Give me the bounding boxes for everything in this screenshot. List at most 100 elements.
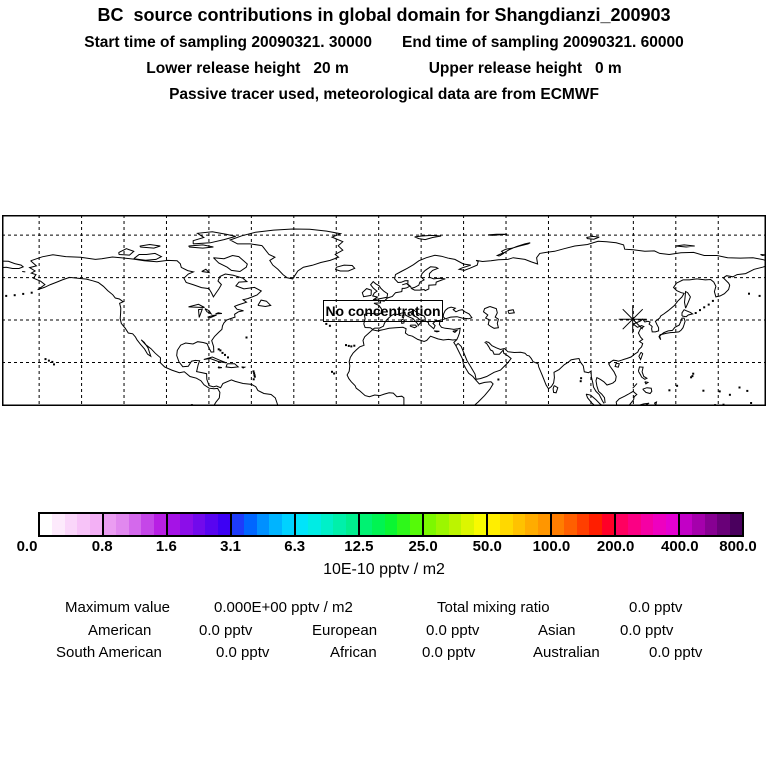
colorbar-tick: 100.0 — [532, 538, 571, 555]
american-value: 0.0 pptv — [199, 622, 253, 639]
colorbar-segment — [40, 514, 104, 535]
colorbar-segment — [680, 514, 743, 535]
european-value: 0.0 pptv — [426, 622, 480, 639]
no-concentration-label: No concentration — [323, 300, 443, 322]
colorbar-cell — [384, 514, 398, 535]
colorbar-tick: 200.0 — [596, 538, 635, 555]
colorbar-cell — [64, 514, 78, 535]
colorbar-cell — [52, 514, 65, 535]
colorbar-tick: 50.0 — [472, 538, 502, 555]
tracer-note-text: Passive tracer used, meteorological data… — [169, 86, 599, 103]
colorbar-cell — [704, 514, 718, 535]
colorbar-cell — [717, 514, 730, 535]
colorbar-cell — [256, 514, 270, 535]
coastlines — [2, 228, 766, 406]
colorbar-cell — [409, 514, 423, 535]
colorbar-cell — [168, 514, 181, 535]
colorbar-cell — [345, 514, 359, 535]
south-american-value: 0.0 pptv — [216, 644, 270, 661]
end-time-text: End time of sampling 20090321. 60000 — [402, 34, 684, 51]
colorbar-segment — [616, 514, 680, 535]
colorbar-segment — [168, 514, 232, 535]
release-heights-line: Lower release height 20 m Upper release … — [0, 60, 768, 78]
colorbar-cell — [564, 514, 577, 535]
colorbar-segment — [104, 514, 168, 535]
colorbar-cell — [360, 514, 373, 535]
colorbar-tick: 12.5 — [344, 538, 374, 555]
colorbar-cell — [436, 514, 449, 535]
colorbar-cell — [141, 514, 154, 535]
colorbar-cell — [116, 514, 129, 535]
figure-title: BC source contributions in global domain… — [97, 5, 671, 25]
south-american-label: South American — [56, 644, 162, 661]
colorbar-cell — [692, 514, 705, 535]
colorbar-tick: 0.0 — [16, 538, 38, 555]
colorbar-cell — [616, 514, 629, 535]
colorbar-cell — [244, 514, 257, 535]
colorbar-cell — [448, 514, 462, 535]
colorbar-cell — [320, 514, 334, 535]
colorbar-tick: 6.3 — [284, 538, 306, 555]
colorbar-tick: 400.0 — [661, 538, 699, 555]
maximum-value-label: Maximum value — [65, 599, 171, 616]
colorbar-segment — [552, 514, 616, 535]
total-mixing-ratio-value: 0.0 pptv — [629, 599, 683, 616]
start-time-text: Start time of sampling 20090321. 30000 — [84, 34, 373, 51]
world-map-svg — [2, 215, 766, 406]
world-map: No concentration — [2, 215, 766, 406]
colorbar-cell — [500, 514, 513, 535]
colorbar-cell — [180, 514, 193, 535]
graticule — [2, 215, 766, 406]
colorbar-segment — [488, 514, 552, 535]
colorbar-segment — [296, 514, 360, 535]
colorbar-cell — [128, 514, 142, 535]
asian-value: 0.0 pptv — [620, 622, 674, 639]
colorbar-cell — [104, 514, 117, 535]
colorbar-cell — [333, 514, 346, 535]
colorbar-cell — [424, 514, 437, 535]
colorbar-unit-label: 10E-10 pptv / m2 — [323, 561, 445, 578]
colorbar — [38, 512, 744, 537]
colorbar-cell — [552, 514, 565, 535]
colorbar-cell — [232, 514, 245, 535]
maximum-value: 0.000E+00 pptv / m2 — [214, 599, 353, 616]
lower-release-text: Lower release height 20 m — [146, 60, 349, 77]
colorbar-cell — [537, 514, 551, 535]
colorbar-cell — [680, 514, 693, 535]
colorbar-cell — [372, 514, 385, 535]
colorbar-cell — [601, 514, 615, 535]
colorbar-cell — [269, 514, 282, 535]
african-value: 0.0 pptv — [422, 644, 476, 661]
colorbar-cell — [296, 514, 309, 535]
colorbar-cell — [473, 514, 487, 535]
colorbar-tick: 0.8 — [91, 538, 113, 555]
sampling-times-line: Start time of sampling 20090321. 30000 E… — [0, 34, 768, 52]
colorbar-ticks: 0.0 0.8 1.6 3.1 6.3 12.5 25.0 50.0 100.0 200.0 400… — [0, 538, 768, 558]
colorbar-cell — [589, 514, 602, 535]
upper-release-text: Upper release height 0 m — [428, 60, 622, 77]
colorbar-tick: 800.0 — [719, 538, 757, 555]
station-marker-asterisk-icon — [618, 305, 647, 334]
tracer-note-line: Passive tracer used, meteorological data… — [0, 86, 768, 104]
colorbar-segment — [232, 514, 296, 535]
colorbar-cell — [628, 514, 641, 535]
colorbar-cell — [40, 514, 53, 535]
colorbar-cell — [217, 514, 231, 535]
colorbar-cell — [640, 514, 654, 535]
colorbar-cell — [576, 514, 590, 535]
colorbar-tick: 25.0 — [408, 538, 438, 555]
american-label: American — [88, 622, 152, 639]
colorbar-cell — [525, 514, 538, 535]
european-label: European — [312, 622, 378, 639]
colorbar-cell — [729, 514, 743, 535]
colorbar-cell — [77, 514, 90, 535]
colorbar-segment — [360, 514, 424, 535]
colorbar-cell — [665, 514, 679, 535]
colorbar-segment — [424, 514, 488, 535]
colorbar-cell — [192, 514, 206, 535]
colorbar-cell — [397, 514, 410, 535]
colorbar-cell — [653, 514, 666, 535]
asian-label: Asian — [538, 622, 576, 639]
colorbar-cell — [205, 514, 218, 535]
